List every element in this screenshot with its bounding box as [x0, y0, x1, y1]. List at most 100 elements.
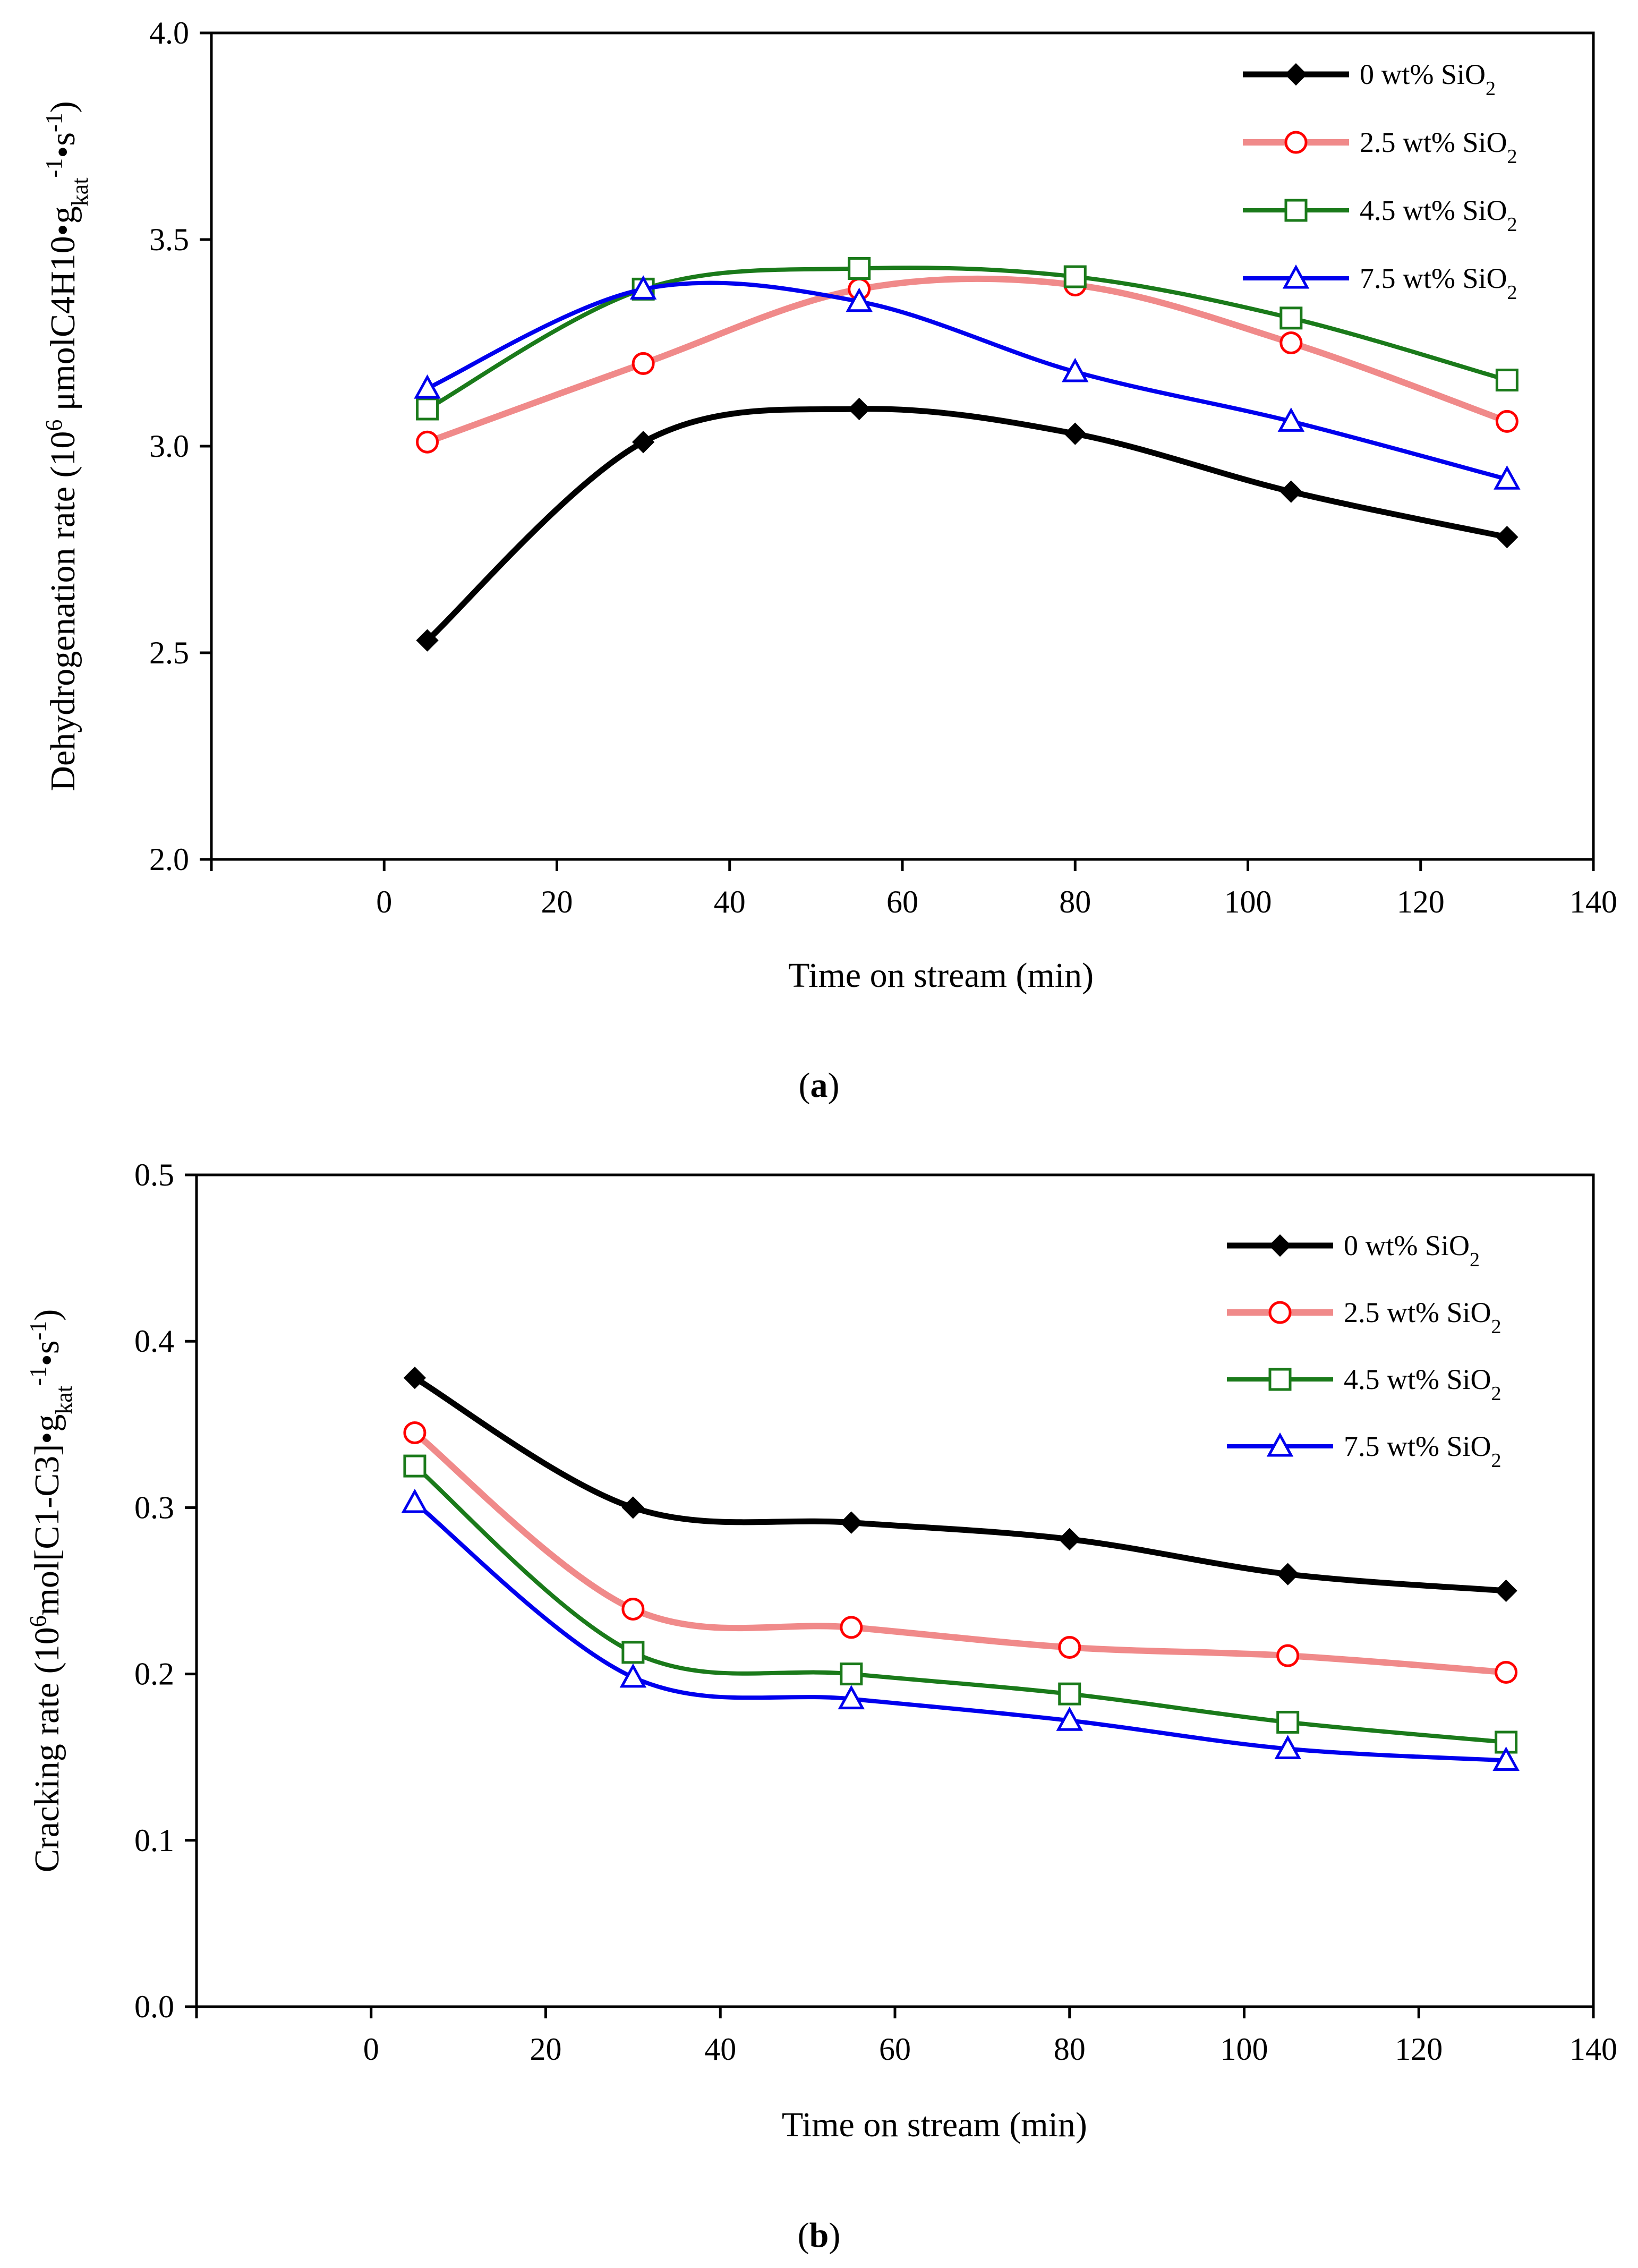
legend-marker-2: [1268, 1368, 1292, 1391]
legend-marker-0: [1268, 1234, 1292, 1257]
legend-marker-1: [1268, 1301, 1292, 1324]
y-axis-title-subscript: kat: [51, 1386, 77, 1414]
series-line-2: [412, 1464, 1508, 1744]
x-tick-label: 40: [704, 2032, 736, 2067]
data-point-1-5: [1495, 410, 1518, 433]
legend-label-text: 0 wt% SiO: [1360, 58, 1486, 90]
legend-label-text: 7.5 wt% SiO: [1344, 1430, 1491, 1462]
data-point-0-0: [416, 629, 439, 652]
data-point-1-0: [403, 1421, 426, 1444]
y-axis-title-superscript: -1: [25, 1321, 51, 1341]
y-axis-title-superscript: -1: [41, 113, 67, 132]
x-axis-title: Time on stream (min): [782, 2105, 1087, 2144]
data-point-2-4: [1279, 306, 1303, 330]
legend-label-subscript: 2: [1486, 78, 1496, 100]
x-tick-label: 0: [376, 884, 392, 919]
data-point-1-1: [621, 1597, 645, 1621]
data-point-3-2: [838, 1685, 865, 1710]
data-point-2-2: [848, 257, 871, 280]
x-axis-title: Time on stream (min): [788, 956, 1094, 995]
legend-label: 0 wt% SiO2: [1360, 58, 1496, 100]
data-point-2-5: [1495, 369, 1518, 392]
data-point-2-0: [416, 397, 439, 421]
legend-label-text: 4.5 wt% SiO: [1360, 194, 1507, 226]
chart-panel-a: 2.0 2.5 3.0 3.5 4.0 0 20 40 60 80 100 120 140 Time on…: [41, 15, 1618, 1105]
x-tick-label: 100: [1221, 2032, 1268, 2067]
data-point-3-1: [629, 275, 657, 300]
legend-label: 7.5 wt% SiO2: [1360, 262, 1517, 304]
x-tick-label: 0: [363, 2032, 379, 2067]
data-point-1-5: [1495, 1660, 1518, 1684]
panel-caption-paren: ): [828, 1066, 840, 1105]
data-point-0-2: [848, 397, 871, 421]
data-point-2-4: [1276, 1710, 1300, 1734]
panel-caption: (b): [798, 2216, 841, 2255]
x-tick-label: 40: [714, 884, 746, 919]
y-tick-label: 0.4: [134, 1324, 174, 1359]
data-point-3-5: [1494, 465, 1521, 490]
y-tick-label: 2.5: [149, 635, 189, 670]
x-tick-label: 140: [1569, 884, 1617, 919]
legend-label: 7.5 wt% SiO2: [1344, 1430, 1502, 1472]
data-point-0-5: [1496, 526, 1518, 549]
y-axis-title-subscript: kat: [67, 177, 93, 206]
data-point-3-0: [401, 1488, 429, 1513]
legend-label-subscript: 2: [1507, 214, 1517, 236]
y-tick-label: 4.0: [149, 15, 189, 50]
data-point-1-4: [1276, 1644, 1300, 1667]
data-point-2-1: [621, 1641, 645, 1664]
panel-caption-paren: (: [798, 2216, 809, 2255]
legend-label-text: 4.5 wt% SiO: [1344, 1363, 1491, 1395]
panel-caption: (a): [799, 1066, 840, 1105]
legend-marker-1: [1284, 131, 1308, 154]
data-point-1-3: [1058, 1635, 1081, 1659]
y-tick-label: 0.1: [134, 1823, 174, 1858]
data-point-3-4: [1274, 1735, 1301, 1760]
y-tick-label: 2.0: [149, 842, 189, 877]
x-tick-label: 100: [1224, 884, 1272, 919]
y-axis-title-text: ): [44, 101, 82, 113]
y-tick-label: 0.5: [134, 1157, 174, 1192]
y-axis-title-text: •s: [44, 132, 82, 158]
series-line-0: [424, 406, 1510, 644]
y-axis-title-superscript: 6: [25, 1615, 51, 1627]
y-axis-title-text: Dehydrogenation rate (10: [44, 431, 82, 791]
data-point-3-3: [1062, 357, 1089, 382]
data-point-0-4: [1276, 1563, 1299, 1585]
y-tick-label: 0.0: [134, 1989, 174, 2024]
legend-marker-2: [1284, 199, 1308, 222]
y-tick-label: 3.5: [149, 222, 189, 257]
y-axis-title-text: Cracking rate (10: [28, 1627, 66, 1872]
legend-label: 4.5 wt% SiO2: [1344, 1363, 1502, 1405]
x-tick-label: 120: [1397, 884, 1445, 919]
y-axis-title: Dehydrogenation rate (106 μmolC4H10•gkat…: [41, 101, 93, 791]
data-point-0-2: [840, 1511, 863, 1534]
y-axis-title-superscript: 6: [41, 420, 67, 431]
x-tick-label: 20: [530, 2032, 562, 2067]
y-axis-title-superscript: -1: [25, 1366, 51, 1386]
legend-label: 2.5 wt% SiO2: [1344, 1297, 1502, 1338]
legend-marker-0: [1284, 63, 1308, 86]
legend-label-text: 2.5 wt% SiO: [1360, 126, 1507, 158]
data-point-3-1: [619, 1663, 647, 1688]
y-axis-title-text: •s: [28, 1340, 66, 1366]
y-axis-title-text: mol[C1-C3]•g: [28, 1414, 66, 1616]
data-point-3-2: [846, 287, 873, 312]
data-point-1-2: [840, 1616, 863, 1639]
legend-label-subscript: 2: [1470, 1249, 1480, 1271]
legend-label-subscript: 2: [1507, 282, 1517, 304]
series-line-3: [412, 1500, 1508, 1763]
legend-label-text: 7.5 wt% SiO: [1360, 262, 1507, 294]
data-point-3-5: [1492, 1746, 1520, 1771]
legend-label-subscript: 2: [1507, 146, 1517, 168]
x-tick-label: 60: [886, 884, 918, 919]
series-line-2: [425, 266, 1509, 411]
legend-label-text: 0 wt% SiO: [1344, 1230, 1470, 1261]
panel-caption-letter: a: [811, 1066, 828, 1105]
legend-label: 0 wt% SiO2: [1344, 1230, 1480, 1271]
series-line-0: [412, 1375, 1509, 1594]
data-point-2-2: [840, 1662, 863, 1686]
y-axis-title-text: μmolC4H10•g: [44, 206, 82, 419]
data-point-0-1: [632, 431, 655, 454]
